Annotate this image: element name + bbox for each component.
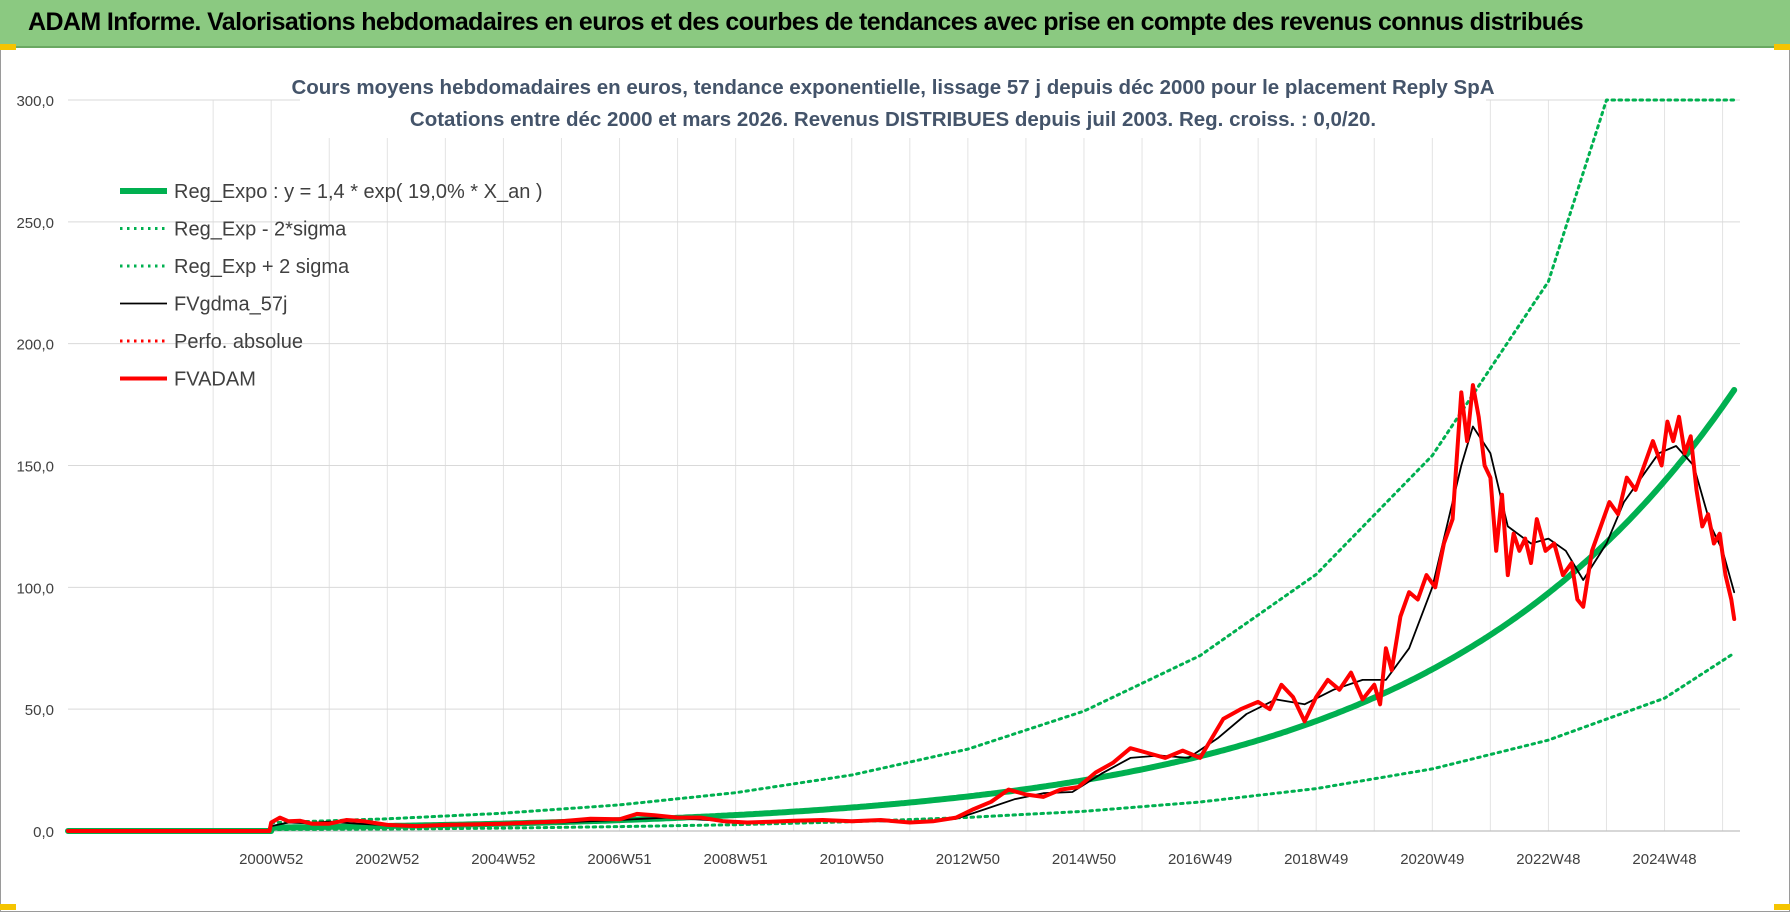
y-tick-label: 50,0 — [25, 702, 54, 719]
corner-mark-bottom-left — [0, 904, 16, 910]
legend-label-reg-expo-y-1-4-exp-19-0-x-an: Reg_Expo : y = 1,4 * exp( 19,0% * X_an ) — [174, 181, 543, 203]
legend-label-fvadam: FVADAM — [174, 369, 256, 391]
chart-title-line-1: Cours moyens hebdomadaires en euros, ten… — [291, 76, 1494, 99]
series-layer — [65, 98, 1738, 834]
y-tick-label: 300,0 — [16, 93, 54, 110]
y-tick-label: 200,0 — [16, 337, 54, 354]
x-tick-label: 2014W50 — [1052, 851, 1116, 868]
grid-layer — [68, 99, 1740, 832]
x-tick-label: 2020W49 — [1400, 851, 1464, 868]
corner-mark-bottom-right — [1774, 904, 1790, 910]
x-tick-label: 2022W48 — [1516, 851, 1580, 868]
series-line-reg-exp-2-sigma — [269, 98, 1736, 825]
x-tick-label: 2000W52 — [239, 851, 303, 868]
x-tick-label: 2008W51 — [704, 851, 768, 868]
x-tick-label: 2004W52 — [471, 851, 535, 868]
x-tick-label: 2018W49 — [1284, 851, 1348, 868]
x-tick-label: 2002W52 — [355, 851, 419, 868]
axis-layer: 0,0 50,0 100,0 150,0 200,0 250,0 300,0 2000W52 2… — [16, 93, 1740, 868]
series-line-fvgdma-57j — [67, 425, 1736, 832]
corner-mark-top-left — [0, 44, 16, 50]
chart-title-line-2: Cotations entre déc 2000 et mars 2026. R… — [410, 108, 1376, 131]
y-tick-label: 0,0 — [33, 824, 54, 841]
legend-label-fvgdma-57j: FVgdma_57j — [174, 294, 287, 316]
x-tick-label: 2016W49 — [1168, 851, 1232, 868]
series-line-reg-exp-2-sigma — [269, 651, 1736, 831]
x-tick-label: 2006W51 — [587, 851, 651, 868]
x-tick-label: 2012W50 — [936, 851, 1000, 868]
legend: Reg_Expo : y = 1,4 * exp( 19,0% * X_an )… — [120, 181, 543, 391]
corner-mark-top-right — [1774, 44, 1790, 50]
title-background — [300, 66, 1486, 138]
legend-label-reg-exp-2-sigma: Reg_Exp - 2*sigma — [174, 219, 347, 241]
y-tick-label: 150,0 — [16, 459, 54, 476]
series-line-fvadam — [66, 383, 1737, 833]
report-banner: ADAM Informe. Valorisations hebdomadaire… — [0, 0, 1790, 48]
y-tick-label: 100,0 — [16, 580, 54, 597]
report-title: ADAM Informe. Valorisations hebdomadaire… — [28, 8, 1584, 36]
x-tick-label: 2010W50 — [820, 851, 884, 868]
legend-label-perfo-absolue: Perfo. absolue — [174, 331, 303, 353]
x-tick-label: 2024W48 — [1632, 851, 1696, 868]
legend-label-reg-exp-2-sigma: Reg_Exp + 2 sigma — [174, 256, 350, 278]
y-tick-label: 250,0 — [16, 215, 54, 232]
